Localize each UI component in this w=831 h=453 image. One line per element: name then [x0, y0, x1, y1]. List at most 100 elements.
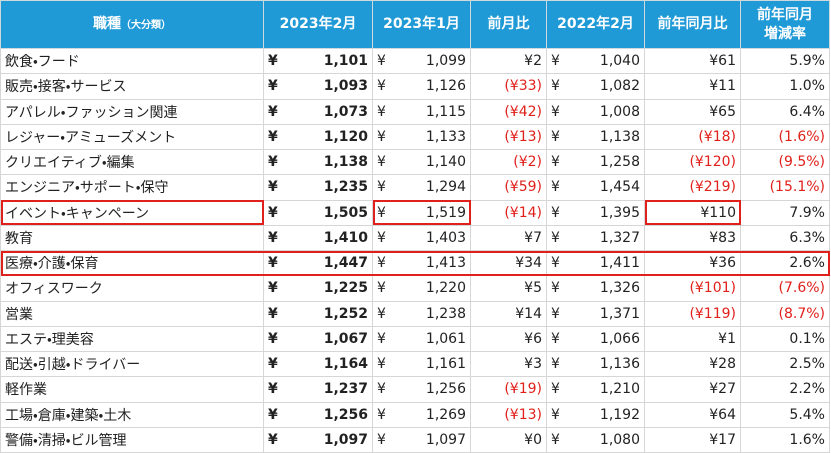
- amount: (¥18): [698, 128, 736, 145]
- data-row: 飲食・フード ¥1,101 ¥1,099 ¥2 ¥1,040 ¥61 5.9%: [0, 47, 830, 75]
- data-row: 工場・倉庫・建築・土木 ¥1,256 ¥1,269 (¥13) ¥1,192 ¥64 5.4…: [0, 401, 830, 428]
- value-cell: ¥1,447: [263, 249, 373, 277]
- job-cell: クリエイティブ・編集: [0, 148, 264, 176]
- value-cell: ¥1,395: [546, 199, 645, 226]
- currency-symbol: ¥: [377, 330, 386, 347]
- value-cell: (¥18): [644, 123, 741, 151]
- currency-wrap: ¥1,237: [268, 381, 368, 397]
- amount: (¥13): [504, 128, 542, 145]
- data-row: レジャー・アミューズメント ¥1,120 ¥1,133 (¥13) ¥1,138 (¥18…: [0, 123, 830, 151]
- amount: 2.2%: [789, 381, 825, 398]
- currency-wrap: ¥1,269: [377, 407, 466, 423]
- amount: 1,410: [323, 229, 368, 246]
- currency-symbol: ¥: [268, 356, 278, 373]
- currency-wrap: ¥1,447: [268, 255, 368, 271]
- header-cell: 前年同月比: [644, 0, 741, 49]
- amount: 1,447: [323, 255, 368, 272]
- header-text: 2023年1月: [383, 16, 460, 32]
- value-cell: ¥1,454: [546, 174, 645, 201]
- header-cell: 前年同月 増減率: [740, 0, 830, 49]
- amount: 5.9%: [789, 53, 825, 70]
- currency-symbol: ¥: [377, 255, 386, 272]
- currency-wrap: ¥1,327: [551, 230, 640, 246]
- currency-symbol: ¥: [268, 381, 278, 398]
- value-cell: ¥1,256: [263, 401, 373, 428]
- value-cell: ¥1,371: [546, 300, 645, 327]
- currency-wrap: ¥1,192: [551, 407, 640, 423]
- value-cell: (¥42): [470, 98, 547, 125]
- amount: 1,136: [599, 356, 640, 373]
- job-cell: 営業: [0, 300, 264, 327]
- amount: 1,413: [425, 255, 466, 272]
- currency-wrap: ¥1,080: [551, 432, 640, 448]
- value-cell: ¥1,097: [372, 426, 471, 453]
- data-row: 警備・清掃・ビル管理 ¥1,097 ¥1,097 ¥0 ¥1,080 ¥17 1.6%: [0, 426, 830, 453]
- amount: 1,097: [425, 431, 466, 448]
- value-cell: ¥0: [470, 426, 547, 453]
- amount: ¥5: [524, 280, 542, 297]
- header-cell: 職種（大分類）: [0, 0, 264, 49]
- currency-symbol: ¥: [268, 128, 278, 145]
- value-cell: (¥219): [644, 174, 741, 201]
- value-cell: ¥1,413: [372, 249, 471, 277]
- currency-wrap: ¥1,067: [268, 331, 368, 347]
- value-cell: ¥6: [470, 325, 547, 353]
- value-cell: ¥28: [644, 350, 741, 378]
- amount: ¥6: [524, 330, 542, 347]
- value-cell: ¥1,126: [372, 73, 471, 100]
- amount: (¥120): [689, 154, 736, 171]
- value-cell: ¥7: [470, 224, 547, 252]
- amount: ¥65: [709, 103, 736, 120]
- header-text: 前年同月比: [657, 16, 728, 32]
- value-cell: ¥1,093: [263, 73, 373, 100]
- currency-wrap: ¥1,235: [268, 179, 368, 195]
- job-cell: 工場・倉庫・建築・土木: [0, 401, 264, 428]
- data-row: オフィスワーク ¥1,225 ¥1,220 ¥5 ¥1,326 (¥101) (7.6%): [0, 275, 830, 302]
- value-cell: (¥119): [644, 300, 741, 327]
- amount: 2.6%: [789, 255, 825, 272]
- job-cell: 販売・接客・サービス: [0, 73, 264, 100]
- currency-wrap: ¥1,256: [377, 381, 466, 397]
- currency-symbol: ¥: [268, 255, 278, 272]
- value-cell: ¥1,115: [372, 98, 471, 125]
- currency-wrap: ¥1,220: [377, 280, 466, 296]
- currency-symbol: ¥: [377, 204, 386, 221]
- value-cell: ¥1,097: [263, 426, 373, 453]
- currency-symbol: ¥: [551, 103, 560, 120]
- value-cell: (¥13): [470, 401, 547, 428]
- table-body: 飲食・フード ¥1,101 ¥1,099 ¥2 ¥1,040 ¥61 5.9% 販売・接客・サ…: [0, 47, 830, 453]
- currency-wrap: ¥1,126: [377, 78, 466, 94]
- amount: 1,238: [425, 305, 466, 322]
- amount: ¥0: [524, 431, 542, 448]
- currency-symbol: ¥: [377, 53, 386, 70]
- currency-symbol: ¥: [377, 229, 386, 246]
- currency-wrap: ¥1,395: [551, 205, 640, 221]
- amount: 1,237: [323, 381, 368, 398]
- value-cell: ¥1,238: [372, 300, 471, 327]
- header-title: 職種: [93, 15, 121, 32]
- amount: 1,235: [323, 179, 368, 196]
- value-cell: ¥64: [644, 401, 741, 428]
- currency-symbol: ¥: [268, 53, 278, 70]
- value-cell: ¥1,101: [263, 47, 373, 75]
- amount: 1,061: [425, 330, 466, 347]
- value-cell: 1.6%: [740, 426, 830, 453]
- amount: 1,093: [323, 78, 368, 95]
- amount: 1,371: [599, 305, 640, 322]
- currency-wrap: ¥1,403: [377, 230, 466, 246]
- header-note: （大分類）: [121, 19, 171, 31]
- amount: 1,066: [599, 330, 640, 347]
- amount: ¥14: [515, 305, 542, 322]
- value-cell: ¥34: [470, 249, 547, 277]
- currency-symbol: ¥: [551, 179, 560, 196]
- value-cell: ¥5: [470, 275, 547, 302]
- amount: 1,256: [323, 406, 368, 423]
- currency-wrap: ¥1,136: [551, 356, 640, 372]
- value-cell: (15.1%): [740, 174, 830, 201]
- amount: 1,225: [323, 280, 368, 297]
- currency-wrap: ¥1,061: [377, 331, 466, 347]
- amount: 1,073: [323, 103, 368, 120]
- currency-wrap: ¥1,252: [268, 306, 368, 322]
